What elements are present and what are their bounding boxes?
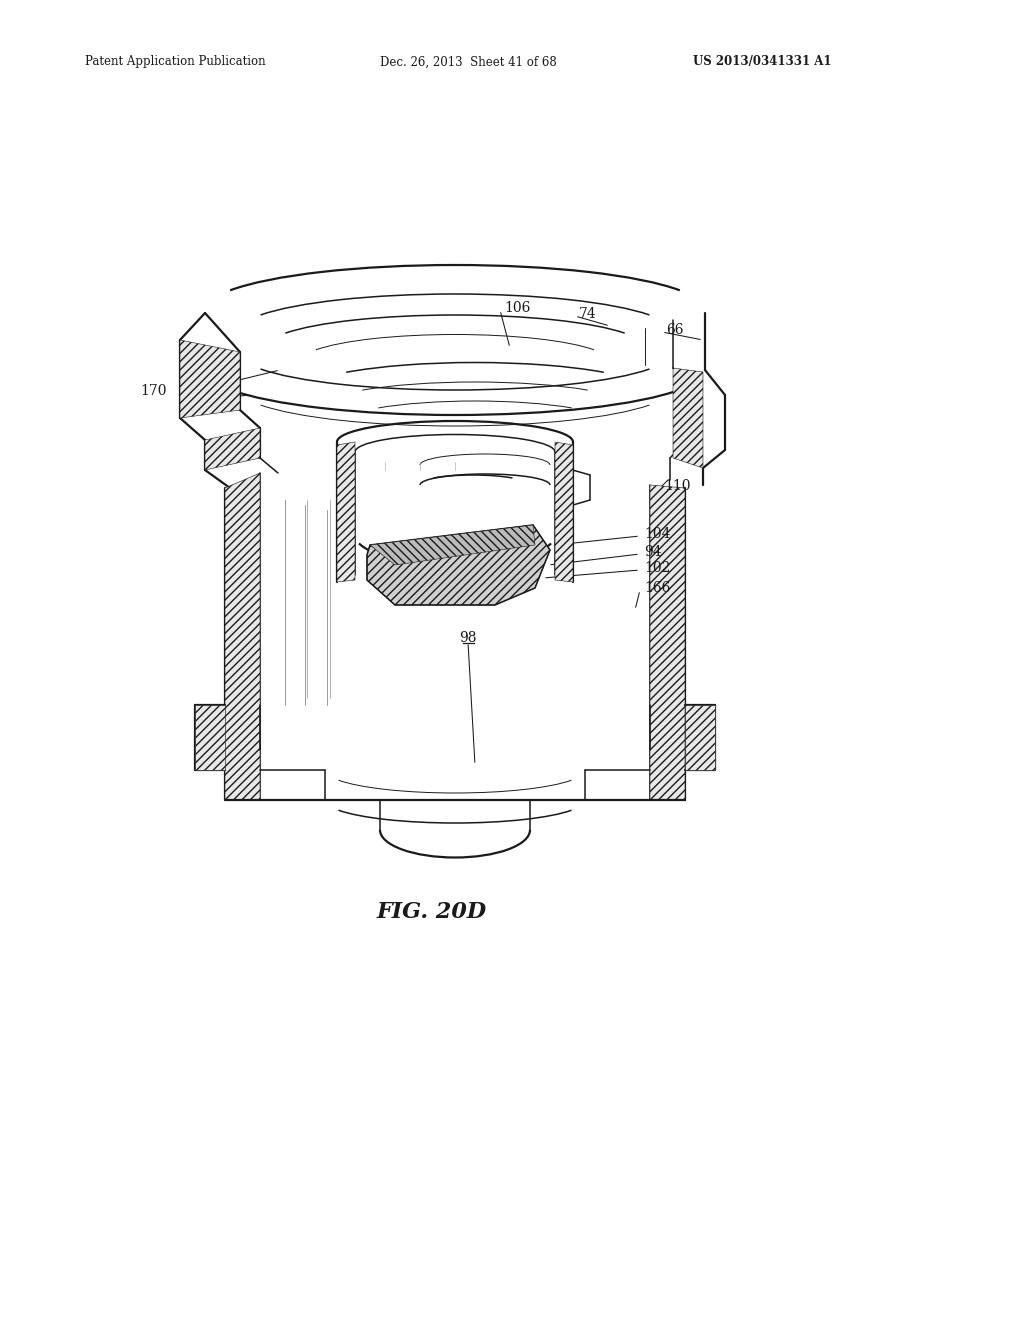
Polygon shape — [370, 525, 535, 565]
Text: 66: 66 — [666, 323, 683, 337]
Text: Dec. 26, 2013  Sheet 41 of 68: Dec. 26, 2013 Sheet 41 of 68 — [380, 55, 557, 69]
Text: 74: 74 — [579, 308, 597, 321]
Text: 170: 170 — [140, 384, 167, 399]
Polygon shape — [673, 368, 703, 469]
Polygon shape — [205, 428, 260, 470]
Text: Patent Application Publication: Patent Application Publication — [85, 55, 265, 69]
Text: 110: 110 — [664, 479, 690, 492]
Polygon shape — [337, 442, 355, 582]
Polygon shape — [555, 442, 573, 582]
Text: 98: 98 — [459, 631, 477, 645]
Polygon shape — [195, 705, 225, 770]
Text: US 2013/0341331 A1: US 2013/0341331 A1 — [693, 55, 831, 69]
Text: 94: 94 — [644, 545, 662, 558]
Polygon shape — [367, 525, 550, 605]
Text: 102: 102 — [644, 561, 671, 576]
Text: 106: 106 — [504, 301, 530, 315]
Polygon shape — [225, 473, 260, 800]
Text: FIG. 20D: FIG. 20D — [377, 902, 487, 923]
Text: 104: 104 — [644, 527, 671, 541]
Text: 166: 166 — [644, 581, 671, 595]
Polygon shape — [180, 341, 240, 418]
Polygon shape — [650, 484, 685, 800]
Polygon shape — [685, 705, 715, 770]
